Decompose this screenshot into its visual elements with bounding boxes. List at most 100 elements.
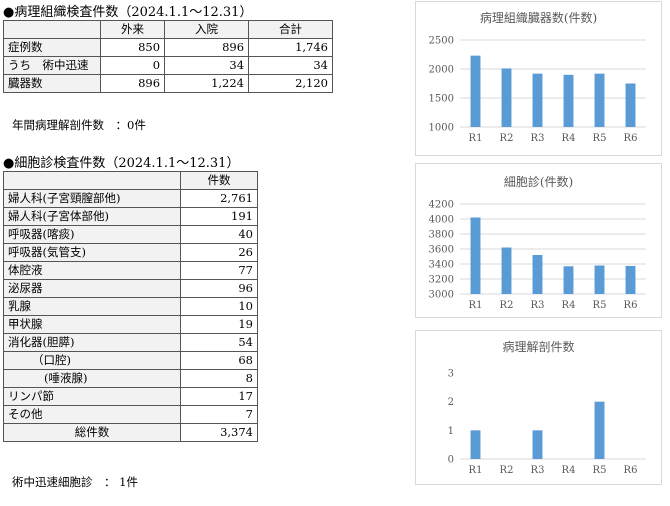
row-label: 泌尿器 (3, 279, 181, 298)
chart-title: 細胞診(件数) (504, 174, 573, 189)
chart-organ-count: 病理組織臓器数(件数) 1000 1500 2000 2500 R1 R2 R3 R4 R5 R6 (415, 1, 662, 156)
row-label: リンパ節 (3, 387, 181, 406)
row-label: 臓器数 (3, 74, 101, 93)
x-tick-label: R3 (531, 465, 545, 476)
histology-table: 外来 入院 合計 症例数 850 896 1,746 うち 術中迅速 0 34 … (3, 20, 333, 93)
chart-title: 病理解剖件数 (502, 339, 574, 354)
row-label: （口腔) (3, 351, 181, 370)
cell-value: 10 (180, 297, 258, 316)
y-tick-label: 2 (448, 397, 454, 408)
y-tick-label: 1000 (429, 123, 454, 134)
bar (594, 265, 605, 294)
bar (594, 401, 605, 459)
bar (625, 265, 636, 294)
x-tick-label: R4 (562, 300, 576, 311)
table-row: 症例数 850 896 1,746 (3, 38, 333, 57)
total-label: 総件数 (3, 423, 181, 442)
y-tick-label: 3200 (429, 275, 454, 286)
y-tick-label: 3600 (429, 245, 454, 256)
cytology-heading: ●細胞診検査件数（2024.1.1～12.31） (3, 156, 240, 171)
x-tick-label: R2 (500, 300, 514, 311)
row-label: (唾液腺) (3, 369, 181, 388)
x-tick-label: R5 (593, 300, 607, 311)
cytology-header-row: 件数 (3, 171, 258, 190)
histology-heading: ●病理組織検査件数（2024.1.1～12.31） (3, 5, 253, 20)
table-row: 呼吸器(喀痰) 40 (3, 225, 258, 244)
row-label: 消化器(胆膵) (3, 333, 181, 352)
cell-value: 40 (180, 225, 258, 244)
frozen-cytology-note: 術中迅速細胞診 ： 1件 (12, 475, 138, 489)
y-tick-label: 2000 (429, 65, 454, 76)
cell-value: 17 (180, 387, 258, 406)
table-row: 呼吸器(気管支) 26 (3, 243, 258, 262)
table-row: 甲状腺 19 (3, 315, 258, 334)
y-tick-label: 3800 (429, 230, 454, 241)
autopsy-note: 年間病理解剖件数 ：0件 (12, 118, 146, 132)
table-row: 臓器数 896 1,224 2,120 (3, 74, 333, 93)
row-label: 婦人科(子宮体部他) (3, 207, 181, 226)
bar (563, 266, 574, 294)
x-tick-label: R3 (531, 133, 545, 144)
y-tick-label: 3000 (429, 290, 454, 301)
row-label: 体腔液 (3, 261, 181, 280)
x-tick-label: R1 (469, 465, 483, 476)
cell-value: 96 (180, 279, 258, 298)
table-row: 婦人科(子宮体部他) 191 (3, 207, 258, 226)
cell-value: 34 (248, 56, 333, 75)
x-tick-label: R2 (500, 133, 514, 144)
chart-autopsy: 病理解剖件数 0 1 2 3 R1 R2 R3 R4 R5 R6 (415, 330, 662, 485)
cytology-header-blank (3, 171, 181, 190)
x-tick-label: R3 (531, 300, 545, 311)
cell-value: 2,120 (248, 74, 333, 93)
table-row: その他 7 (3, 405, 258, 424)
histology-col-header: 入院 (164, 20, 250, 39)
bar (532, 73, 543, 127)
cell-value: 850 (99, 38, 166, 57)
x-tick-label: R4 (562, 133, 576, 144)
cell-value: 896 (164, 38, 250, 57)
histology-header-row: 外来 入院 合計 (3, 20, 333, 39)
x-tick-label: R1 (469, 133, 483, 144)
y-tick-label: 1500 (429, 94, 454, 105)
chart-organ-count-svg: 病理組織臓器数(件数) 1000 1500 2000 2500 R1 R2 R3 R4 R5 R6 (429, 10, 646, 144)
chart-cytology: 細胞診(件数) 3000 3200 3400 3600 3800 4000 4200 R1 R2 R… (415, 163, 662, 318)
bar (625, 83, 636, 127)
cytology-rows: 婦人科(子宮頸膣部他) 2,761 婦人科(子宮体部他) 191 呼吸器(喀痰) 40 呼吸… (3, 189, 258, 424)
histology-col-header: 合計 (248, 20, 333, 39)
histology-col-header: 外来 (99, 20, 166, 39)
y-tick-label: 4200 (429, 200, 454, 211)
bar (470, 217, 481, 294)
bar (563, 74, 574, 127)
cell-value: 19 (180, 315, 258, 334)
bar (594, 73, 605, 127)
y-tick-label: 1 (448, 426, 454, 437)
cell-value: 2,761 (180, 189, 258, 208)
bar (532, 255, 543, 294)
table-row: 泌尿器 96 (3, 279, 258, 298)
cell-value: 1,224 (164, 74, 250, 93)
table-row: 消化器(胆膵) 54 (3, 333, 258, 352)
row-label: 乳腺 (3, 297, 181, 316)
total-value: 3,374 (180, 423, 258, 442)
cell-value: 77 (180, 261, 258, 280)
cell-value: 896 (99, 74, 166, 93)
row-label: 呼吸器(気管支) (3, 243, 181, 262)
cytology-table: 件数 婦人科(子宮頸膣部他) 2,761 婦人科(子宮体部他) 191 呼吸器(喀痰) 4… (3, 171, 258, 442)
y-tick-label: 3400 (429, 260, 454, 271)
table-row: リンパ節 17 (3, 387, 258, 406)
row-label: その他 (3, 405, 181, 424)
bar (532, 430, 543, 459)
bar (470, 55, 481, 127)
x-tick-label: R6 (624, 300, 638, 311)
row-label: うち 術中迅速 (3, 56, 101, 75)
x-tick-label: R5 (593, 133, 607, 144)
table-row: 体腔液 77 (3, 261, 258, 280)
cell-value: 26 (180, 243, 258, 262)
chart-cytology-svg: 細胞診(件数) 3000 3200 3400 3600 3800 4000 4200 R1 R2 R… (429, 174, 646, 311)
histology-col-header (3, 20, 101, 39)
x-tick-label: R6 (624, 133, 638, 144)
x-tick-label: R1 (469, 300, 483, 311)
bar (501, 68, 512, 127)
cell-value: 68 (180, 351, 258, 370)
bar (501, 247, 512, 294)
